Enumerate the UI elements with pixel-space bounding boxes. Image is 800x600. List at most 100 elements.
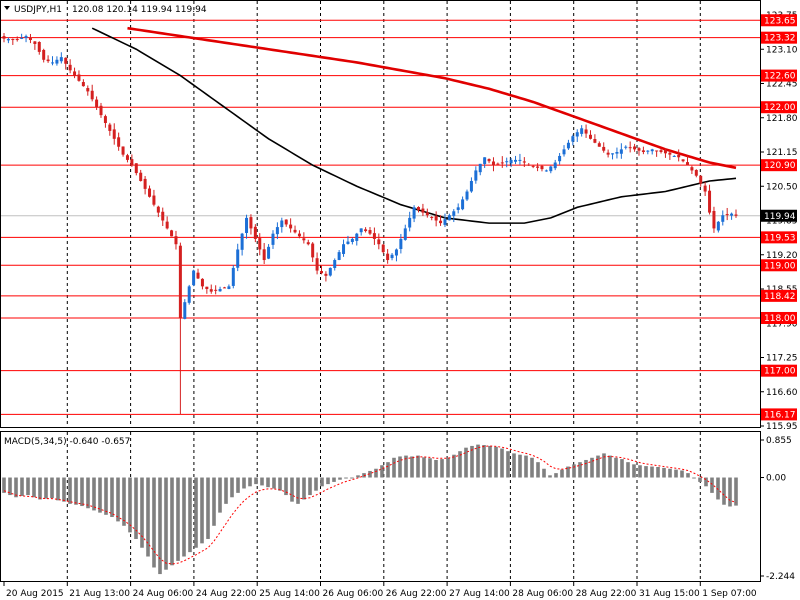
candle-body xyxy=(496,163,500,165)
candle-body xyxy=(103,116,107,124)
candle-body xyxy=(33,41,37,44)
candle-body xyxy=(55,59,59,64)
x-tick-label: 28 Aug 22:00 xyxy=(576,589,637,599)
candle-body xyxy=(677,154,681,158)
macd-bar xyxy=(602,453,606,478)
macd-bar xyxy=(410,456,414,478)
candle-body xyxy=(59,57,63,62)
candle-body xyxy=(624,146,628,148)
candle-body xyxy=(275,227,279,235)
macd-bar xyxy=(296,477,300,504)
macd-bar xyxy=(422,457,426,478)
candle-body xyxy=(271,233,275,245)
candle-body xyxy=(165,221,169,229)
dropdown-triangle-icon[interactable] xyxy=(4,6,10,10)
macd-bar xyxy=(56,477,60,501)
macd-bar xyxy=(416,455,420,478)
level-tag xyxy=(761,364,797,377)
candle-body xyxy=(377,239,381,245)
candle-body xyxy=(417,207,421,210)
macd-bar xyxy=(212,477,216,526)
candle-body xyxy=(15,39,19,41)
macd-bar xyxy=(512,453,516,478)
candle-body xyxy=(333,260,337,268)
macd-bar xyxy=(68,477,72,504)
macd-bar xyxy=(428,458,432,478)
candle-body xyxy=(633,146,637,150)
level-tag xyxy=(761,101,797,114)
candle-body xyxy=(324,273,328,276)
x-tick-label: 28 Aug 06:00 xyxy=(512,589,573,599)
candle-body xyxy=(86,88,90,92)
macd-bar xyxy=(374,468,378,478)
candle-body xyxy=(73,71,77,76)
macd-bar xyxy=(566,466,570,478)
macd-bar xyxy=(446,457,450,478)
macd-bar xyxy=(578,462,582,478)
candle-body xyxy=(518,159,522,161)
candle-body xyxy=(253,226,257,239)
candle-body xyxy=(90,90,94,100)
macd-bar xyxy=(74,477,78,505)
candle-body xyxy=(386,253,390,261)
vertical-grid xyxy=(66,1,701,427)
macd-bar xyxy=(686,473,690,478)
candle-body xyxy=(24,36,28,38)
candle-body xyxy=(306,242,310,245)
macd-bar xyxy=(194,477,198,548)
macd-bar xyxy=(728,477,732,507)
candle-body xyxy=(403,228,407,240)
candle-body xyxy=(558,155,562,162)
macd-bar xyxy=(302,477,306,500)
macd-bar xyxy=(704,477,708,487)
macd-bar xyxy=(524,455,528,478)
macd-bar xyxy=(242,477,246,489)
candle-body xyxy=(302,238,306,241)
macd-bar xyxy=(62,477,66,502)
candle-body xyxy=(602,146,606,151)
macd-bar xyxy=(464,447,468,478)
macd-bar xyxy=(716,477,720,500)
macd-bar xyxy=(20,477,24,496)
chart-symbol: USDJPY,H1 xyxy=(14,5,62,15)
candle-body xyxy=(64,57,68,64)
candle-body xyxy=(170,230,174,237)
macd-bar xyxy=(662,467,666,478)
macd-bar xyxy=(590,457,594,478)
candle-body xyxy=(703,185,707,192)
candle-body xyxy=(125,155,129,160)
x-tick-label: 20 Aug 2015 xyxy=(6,589,64,599)
candle-body xyxy=(236,249,240,268)
candle-body xyxy=(461,199,465,210)
macd-bar xyxy=(638,465,642,478)
candle-body xyxy=(544,170,548,172)
candle-body xyxy=(641,150,645,152)
candle-body xyxy=(143,178,147,189)
macd-bar xyxy=(554,473,558,478)
candle-body xyxy=(465,191,469,200)
macd-bar xyxy=(404,455,408,478)
candle-body xyxy=(716,221,720,231)
macd-pane[interactable] xyxy=(2,432,738,581)
candle-body xyxy=(712,210,716,229)
price-pane[interactable] xyxy=(1,1,760,427)
candle-body xyxy=(174,236,178,245)
macd-bar xyxy=(620,459,624,478)
candle-body xyxy=(708,190,712,213)
macd-bar xyxy=(38,477,42,500)
macd-bar xyxy=(626,462,630,478)
level-tag xyxy=(761,311,797,324)
candle-body xyxy=(130,159,134,166)
x-tick-label: 24 Aug 06:00 xyxy=(133,589,194,599)
candle-body xyxy=(412,207,416,219)
level-tag xyxy=(761,159,797,172)
candle-body xyxy=(588,134,592,139)
macd-bar xyxy=(680,470,684,478)
macd-bar xyxy=(110,477,114,518)
chart-ohlc: 120.08 120.14 119.94 119.94 xyxy=(72,5,207,15)
macd-bar xyxy=(266,477,270,488)
candle-body xyxy=(580,128,584,134)
macd-bar xyxy=(218,477,222,513)
candle-body xyxy=(99,105,103,116)
